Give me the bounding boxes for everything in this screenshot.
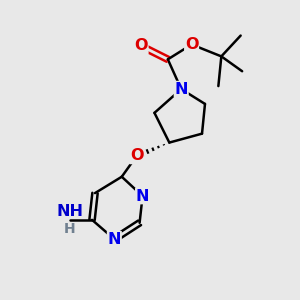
Text: H: H <box>64 222 76 236</box>
Text: O: O <box>134 38 148 53</box>
Text: O: O <box>130 148 143 164</box>
Text: N: N <box>108 232 121 247</box>
Text: N: N <box>175 82 188 97</box>
Text: O: O <box>185 37 198 52</box>
Text: N: N <box>136 189 149 204</box>
Text: NH: NH <box>56 204 83 219</box>
